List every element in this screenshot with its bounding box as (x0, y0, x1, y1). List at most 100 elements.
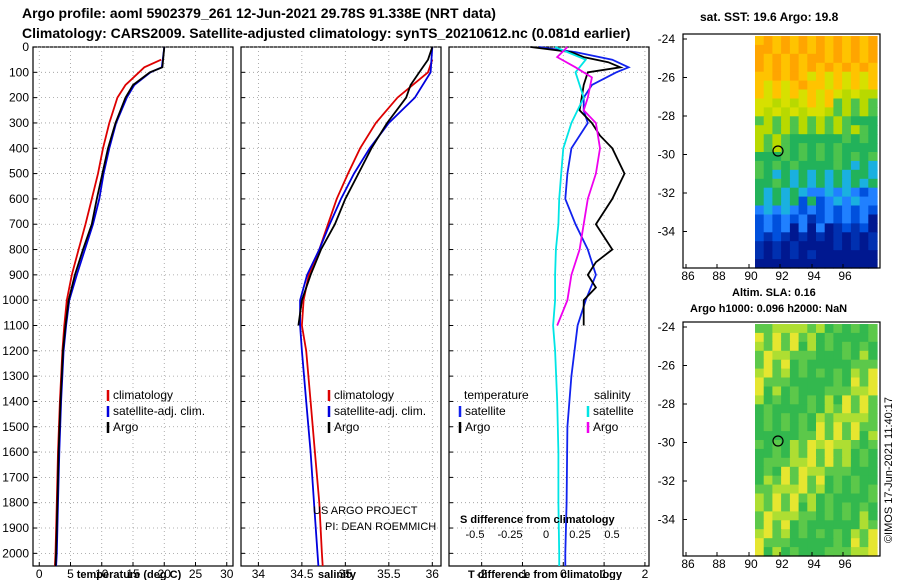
map-cell-top (807, 80, 817, 91)
map-cell-top (755, 36, 765, 46)
map-cell-top (798, 205, 808, 215)
map-cell-bottom (763, 457, 773, 468)
legend-label-temperature: Argo (113, 420, 139, 434)
ytick-label-depth: 1400 (2, 394, 29, 408)
map-cell-top (755, 160, 765, 171)
map-cell-top (772, 223, 782, 233)
map-cell-bottom (824, 529, 834, 539)
map-cell-bottom (789, 511, 800, 521)
map-cell-bottom (781, 368, 791, 379)
map-cell-bottom (763, 386, 773, 396)
map-cell-bottom (833, 368, 843, 379)
map-cell-top (824, 134, 834, 144)
map-ytick-label-top: -30 (658, 148, 676, 162)
map-cell-top (772, 187, 782, 198)
map-cell-bottom (842, 404, 852, 414)
map-cell-bottom (798, 350, 808, 361)
map-cell-top (868, 160, 878, 171)
map-cell-bottom (868, 324, 878, 334)
map-cell-top (816, 36, 826, 46)
map-cell-bottom (781, 324, 791, 334)
map-cell-bottom (850, 350, 861, 361)
map-cell-top (842, 250, 852, 260)
map-cell-top (859, 62, 869, 73)
map-cell-bottom (859, 324, 869, 334)
map-cell-top (781, 259, 791, 269)
map-cell-bottom (755, 413, 765, 423)
map-cell-top (868, 232, 878, 242)
map-cell-bottom (798, 431, 808, 441)
map-cell-top (859, 259, 869, 269)
map-cell-top (798, 80, 808, 91)
xtick-label-temperature: 10 (95, 567, 109, 580)
map-cell-top (816, 169, 826, 180)
map-cell-bottom (824, 493, 834, 503)
map-cell-bottom (763, 529, 773, 539)
series-line-temperature-2 (54, 46, 166, 567)
map-cell-top (763, 125, 773, 135)
map-cell-bottom (755, 431, 765, 441)
map-cell-bottom (816, 502, 826, 512)
map-cell-bottom (868, 404, 878, 414)
map-cell-top (842, 134, 852, 144)
map-cell-bottom (807, 395, 817, 405)
map-cell-top (798, 169, 808, 180)
map-cell-top (807, 205, 817, 215)
map-cell-bottom (772, 332, 782, 343)
map-cell-bottom (833, 538, 843, 548)
map-cell-bottom (755, 466, 765, 477)
map-cell-top (859, 169, 869, 180)
map-cell-bottom (824, 448, 834, 459)
map-cell-top (763, 232, 773, 242)
map-cell-top (763, 250, 773, 260)
map-cell-top (789, 223, 800, 233)
map-cell-top (833, 187, 843, 198)
map-cell-top (789, 134, 800, 144)
series-line-difference-2 (552, 46, 588, 566)
map-cell-bottom (763, 324, 773, 334)
map-cell-bottom (859, 547, 869, 557)
map-cell-top (850, 107, 861, 117)
map-cell-top (789, 152, 800, 162)
map-cell-bottom (807, 457, 817, 468)
map-cell-top (824, 107, 834, 117)
map-cell-bottom (816, 422, 826, 432)
map-cell-top (798, 134, 808, 144)
map-cell-bottom (833, 520, 843, 530)
map-cell-top (772, 53, 782, 64)
map-cell-bottom (789, 395, 800, 405)
map-cell-top (763, 62, 773, 73)
map-cell-bottom (798, 475, 808, 486)
map-cell-bottom (798, 538, 808, 548)
ytick-label-depth: 1900 (2, 521, 29, 535)
map-cell-top (816, 62, 826, 73)
map-cell-top (833, 36, 843, 46)
map-cell-top (789, 232, 800, 242)
map-cell-top (850, 178, 861, 189)
map-cell-bottom (781, 377, 791, 387)
map-cell-bottom (789, 538, 800, 548)
map-cell-top (850, 259, 861, 269)
map-cell-top (850, 169, 861, 180)
map-cell-top (772, 98, 782, 108)
map-cell-bottom (824, 341, 834, 352)
map-cell-bottom (833, 466, 843, 477)
map-cell-top (833, 134, 843, 144)
map-cell-bottom (824, 395, 834, 405)
map-cell-top (772, 71, 782, 82)
xtick-label-difference: -1 (517, 567, 528, 580)
map-cell-bottom (850, 413, 861, 423)
map-cell-bottom (798, 440, 808, 450)
map-cell-bottom (789, 350, 800, 361)
map-cell-top (781, 196, 791, 207)
map-cell-bottom (850, 547, 861, 557)
map-cell-top (798, 196, 808, 207)
map-cell-top (763, 80, 773, 91)
map-cell-top (833, 232, 843, 242)
map-cell-top (772, 259, 782, 269)
map-cell-bottom (850, 520, 861, 530)
map-ytick-label-top: -26 (658, 71, 676, 85)
map-cell-top (755, 241, 765, 251)
map-cell-bottom (868, 368, 878, 379)
